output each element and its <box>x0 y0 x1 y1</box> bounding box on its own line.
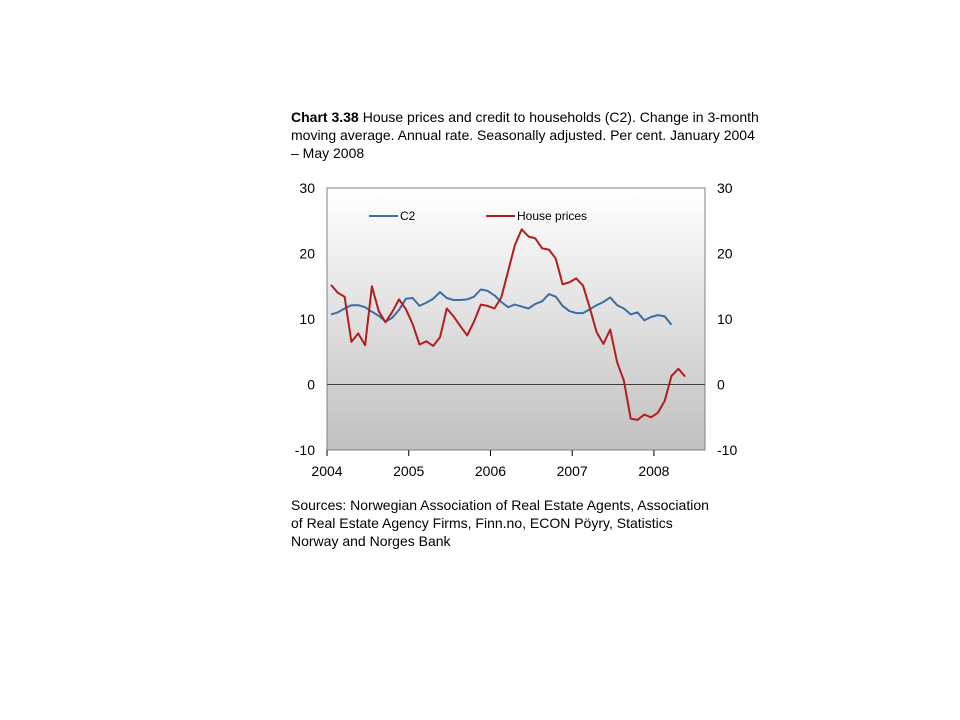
y-axis-right: 30 20 10 0 -10 <box>717 180 737 458</box>
y-tick-label-right: 0 <box>717 377 725 393</box>
chart-number: Chart 3.38 <box>291 109 359 125</box>
x-tick-label: 2004 <box>311 463 342 479</box>
y-tick-label-right: 10 <box>717 311 733 327</box>
sources-note: Sources: Norwegian Association of Real E… <box>291 497 709 549</box>
legend-label: House prices <box>517 209 587 223</box>
x-tick-label: 2006 <box>475 463 506 479</box>
y-tick-label-right: 20 <box>717 246 733 262</box>
legend: C2 House prices <box>369 209 587 223</box>
y-tick-label-right: -10 <box>717 442 737 458</box>
legend-label: C2 <box>400 209 416 223</box>
chart-title: Chart 3.38 House prices and credit to hou… <box>291 108 761 162</box>
y-tick-label-right: 30 <box>717 180 733 196</box>
house-prices-series-line <box>330 228 686 421</box>
y-tick-label-left: -10 <box>295 442 315 458</box>
y-tick-label-left: 30 <box>299 180 315 196</box>
y-tick-label-left: 10 <box>299 311 315 327</box>
x-tick-label: 2005 <box>393 463 424 479</box>
x-tick-label: 2007 <box>557 463 588 479</box>
y-axis-left: 30 20 10 0 -10 <box>295 180 315 458</box>
series-lines <box>330 228 686 421</box>
x-axis-ticks <box>326 450 655 456</box>
x-tick-label: 2008 <box>638 463 669 479</box>
y-tick-label-left: 0 <box>307 377 315 393</box>
chart-title-text: House prices and credit to households (C… <box>291 109 759 161</box>
y-tick-label-left: 20 <box>299 246 315 262</box>
x-axis-labels: 2004 2005 2006 2007 2008 <box>311 463 669 479</box>
